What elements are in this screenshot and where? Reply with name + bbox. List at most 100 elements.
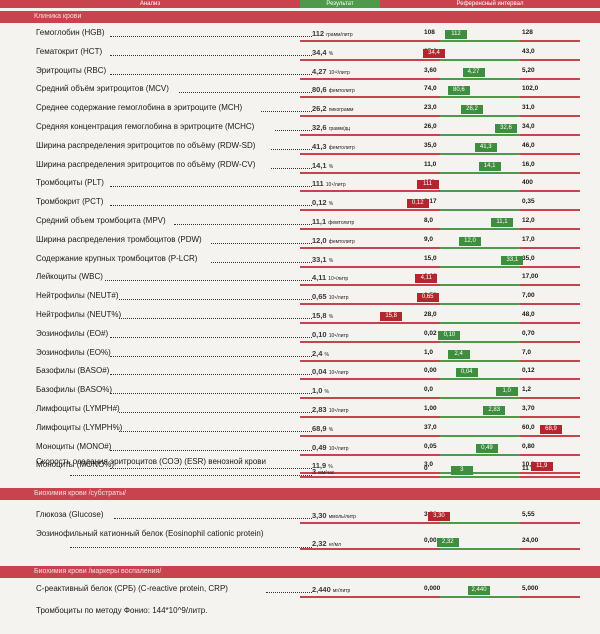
result-unit: пикограмм <box>328 107 354 114</box>
ref-line-normal <box>440 77 520 80</box>
row-name: Скорость оседания эритроцитов (СОЭ) (ESR… <box>36 457 267 466</box>
table-row: Лимфоциты (LYMPH%) 68,9 % 37,0 60,0 68,9 <box>0 421 600 439</box>
ref-low: 0,17 <box>424 198 437 206</box>
row-result: 0,04 10⁹/литр <box>312 367 349 376</box>
ref-low: 0,05 <box>424 442 437 450</box>
ref-high: 10,0 <box>522 461 535 469</box>
result-badge: 12,0 <box>459 236 481 246</box>
row-leader <box>270 148 312 150</box>
ref-line-low <box>300 397 440 400</box>
col-analysis: Анализ <box>0 0 300 8</box>
ref-line-high <box>520 190 580 193</box>
ref-low: 9,0 <box>424 235 434 243</box>
row-result: 26,2 пикограмм <box>312 104 354 113</box>
row-leader <box>266 592 312 593</box>
ref-low: 108 <box>424 29 435 36</box>
row-leader <box>105 280 312 282</box>
ref-high: 128 <box>522 29 533 36</box>
row-name: Ширина распределения эритроцитов по объё… <box>36 140 256 150</box>
ref-line-low <box>300 596 440 598</box>
row-result: 4,11 10⁹/литр <box>312 273 348 282</box>
row-leader <box>210 242 312 244</box>
ref-low: 1,0 <box>424 348 434 356</box>
result-value: 4,11 <box>312 273 327 283</box>
ref-line-normal <box>440 284 520 287</box>
ref-low: 0,02 <box>424 329 437 337</box>
row-leader <box>109 205 312 207</box>
ref-high: 0,35 <box>522 198 535 206</box>
ref-low: 35,0 <box>424 141 437 149</box>
ref-line-low <box>300 453 440 456</box>
result-badge: 1,0 <box>495 387 518 397</box>
row-name: Базофилы (BASO#) <box>36 366 110 376</box>
ref-line-low <box>300 284 440 287</box>
ref-line-high <box>520 246 580 249</box>
ref-high: 35,0 <box>522 254 535 262</box>
result-badge: 11,1 <box>491 218 513 227</box>
ref-line-low <box>300 340 440 343</box>
ref-high: 34,0 <box>522 123 535 130</box>
ref-line-high <box>520 152 580 155</box>
result-unit: грамм/литр <box>326 32 353 38</box>
result-badge: 2,32 <box>436 538 459 547</box>
row-result: 2,83 10⁹/литр <box>312 405 349 414</box>
result-unit: % <box>328 163 334 170</box>
ref-low: 28,0 <box>424 311 437 318</box>
row-name: Средняя концентрация гемоглобина в эритр… <box>36 122 255 131</box>
row-leader <box>270 167 312 169</box>
result-badge: 33,1 <box>501 255 524 265</box>
row-name: Базофилы (BASO%) <box>36 385 112 395</box>
row-leader <box>70 547 312 548</box>
row-name: Эозинофилы (EO%) <box>36 347 111 357</box>
table-row: Эозинофилы (EO%) 2,4 % 1,0 7,0 2,4 <box>0 346 600 364</box>
ref-line-high <box>520 397 580 400</box>
result-badge: 2,440 <box>468 586 491 595</box>
ref-low: 8,0 <box>424 217 434 224</box>
result-badge: 0,12 <box>406 199 429 209</box>
result-unit: % <box>328 257 334 264</box>
result-badge: 112 <box>445 30 467 39</box>
result-unit: % <box>328 464 333 471</box>
table-row: Тромбокрит (PCT) 0,12 % 0,17 0,35 0,12 <box>0 195 600 213</box>
row-leader <box>109 355 312 357</box>
row-leader <box>109 336 312 338</box>
ref-low: 3,60 <box>424 66 437 74</box>
ref-line-high <box>520 340 580 343</box>
ref-line-high <box>520 434 580 437</box>
ref-high: 400 <box>522 179 533 187</box>
result-unit: фемтолитр <box>328 238 355 245</box>
ref-line-low <box>300 476 440 478</box>
result-badge: 80,6 <box>447 86 470 96</box>
ref-line-normal <box>440 96 520 99</box>
row-name: Нейтрофилы (NEUT#) <box>36 291 119 301</box>
result-value: 68,9 <box>312 423 327 433</box>
row-name: Ширина распределения тромбоцитов (PDW) <box>36 234 202 244</box>
result-value: 2,4 <box>312 348 323 358</box>
result-badge: 2,83 <box>483 406 506 415</box>
result-badge: 41,3 <box>474 142 497 152</box>
row-leader <box>109 468 312 470</box>
ref-line-normal <box>440 58 520 61</box>
ref-line-low <box>300 246 440 249</box>
row-name: Средний объём эритроцитов (MCV) <box>36 84 169 94</box>
ref-line-high <box>520 228 580 230</box>
ref-line-low <box>300 58 440 61</box>
row-leader <box>109 73 312 75</box>
ref-line-normal <box>440 40 520 42</box>
row-leader <box>109 374 312 376</box>
ref-low: 0,0 <box>424 386 434 394</box>
result-unit: % <box>328 50 334 57</box>
ref-line-low <box>300 434 440 437</box>
result-unit: 10⁹/литр <box>328 295 349 302</box>
ref-low: 3,0 <box>424 461 434 469</box>
ref-line-high <box>520 40 580 42</box>
result-unit: 10⁹/литр <box>328 370 349 377</box>
ref-line-high <box>520 453 580 456</box>
result-unit: 10⁹/литр <box>328 408 349 414</box>
ref-low: 15,0 <box>424 254 437 262</box>
ref-line-low <box>300 171 440 174</box>
ref-line-normal <box>440 416 520 418</box>
row-name: С-реактивный белок (СРБ) (C-reactive pro… <box>36 584 228 593</box>
ref-line-low <box>300 152 440 155</box>
row-result: 34,4 % <box>312 48 333 57</box>
